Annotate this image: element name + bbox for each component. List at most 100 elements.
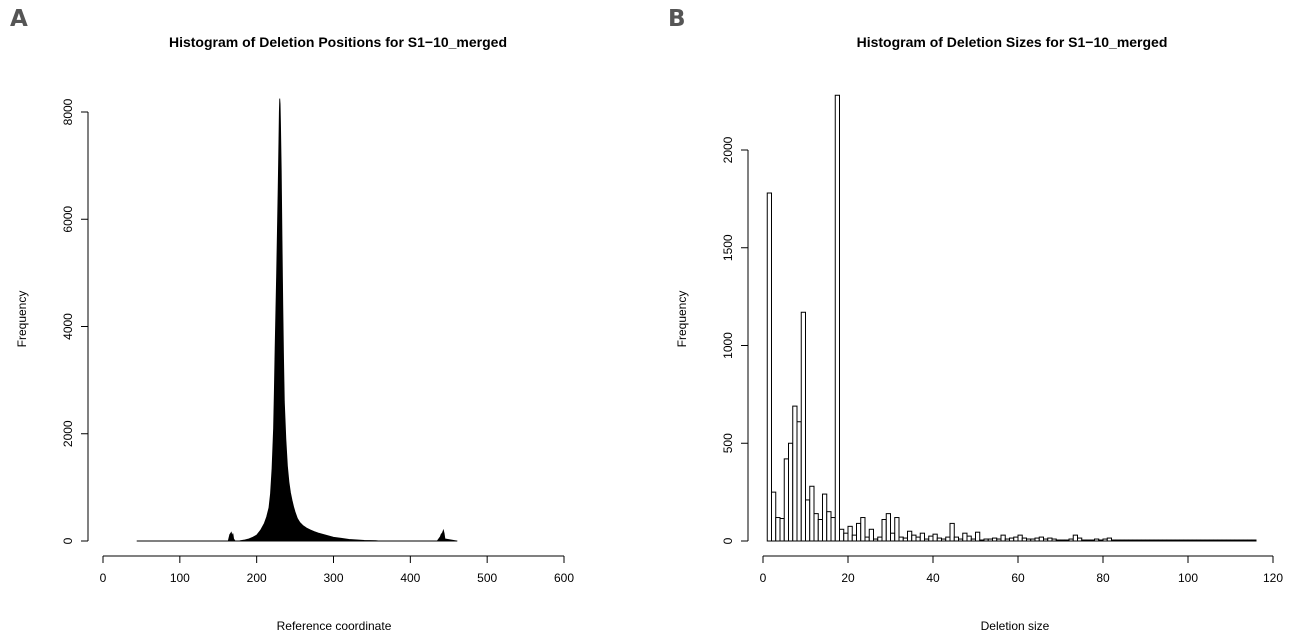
histogram-bar-b bbox=[1030, 538, 1036, 542]
histogram-bar-b bbox=[843, 532, 849, 542]
histogram-bar-b bbox=[864, 536, 870, 542]
y-tick-label-b: 500 bbox=[721, 433, 735, 453]
histogram-bar-b bbox=[1187, 539, 1193, 542]
histogram-bar-b bbox=[851, 534, 857, 542]
histogram-bar-b bbox=[830, 517, 836, 542]
chart-panel-b: Histogram of Deletion Sizes for S1−10_me… bbox=[675, 34, 1283, 633]
histogram-bar-b bbox=[919, 532, 925, 542]
histogram-bar-b bbox=[1115, 539, 1121, 542]
histogram-bar-b bbox=[1174, 539, 1180, 542]
histogram-bar-b bbox=[949, 522, 955, 542]
histogram-bar-b bbox=[945, 536, 951, 542]
histogram-bar-b bbox=[822, 493, 828, 542]
x-axis-label-a: Reference coordinate bbox=[277, 619, 392, 633]
histogram-bar-b bbox=[1119, 539, 1125, 542]
histogram-bar-b bbox=[1221, 539, 1227, 542]
histogram-bar-b bbox=[839, 528, 845, 542]
histogram-bar-b bbox=[890, 532, 896, 542]
histogram-bar-b bbox=[992, 537, 998, 542]
histogram-bars-b bbox=[766, 94, 1257, 542]
histogram-bar-b bbox=[962, 532, 968, 542]
chart-title-a: Histogram of Deletion Positions for S1−1… bbox=[169, 34, 507, 50]
x-tick-label-b: 60 bbox=[1011, 571, 1025, 585]
histogram-bar-b bbox=[873, 538, 879, 542]
histogram-bar-b bbox=[1004, 538, 1010, 542]
y-tick-label-b: 1000 bbox=[721, 332, 735, 359]
histogram-bar-b bbox=[1191, 539, 1197, 542]
x-tick-label-a: 200 bbox=[247, 571, 267, 585]
histogram-bar-b bbox=[936, 537, 942, 542]
histogram-bar-b bbox=[979, 539, 985, 542]
chart-title-b: Histogram of Deletion Sizes for S1−10_me… bbox=[857, 34, 1168, 50]
histogram-bar-b bbox=[1009, 537, 1015, 542]
histogram-bar-b bbox=[1043, 538, 1049, 542]
chart-panel-a: Histogram of Deletion Positions for S1−1… bbox=[15, 34, 574, 633]
histogram-bar-b bbox=[1196, 539, 1202, 542]
histogram-bar-b bbox=[975, 531, 981, 542]
histogram-bar-b bbox=[834, 94, 840, 542]
histogram-bar-b bbox=[868, 528, 874, 542]
y-axis-label-a: Frequency bbox=[15, 291, 29, 348]
histogram-bar-b bbox=[1145, 539, 1151, 542]
histogram-bar-b bbox=[1089, 539, 1095, 542]
x-tick-label-a: 400 bbox=[400, 571, 420, 585]
histogram-bar-b bbox=[1238, 539, 1244, 542]
x-tick-label-a: 600 bbox=[554, 571, 574, 585]
histogram-bar-b bbox=[1225, 539, 1231, 542]
histogram-bar-b bbox=[805, 499, 811, 542]
x-tick-label-b: 80 bbox=[1096, 571, 1110, 585]
histogram-bar-b bbox=[1017, 534, 1023, 542]
x-tick-label-b: 100 bbox=[1178, 571, 1198, 585]
histogram-bar-b bbox=[775, 517, 781, 542]
y-tick-label-a: 6000 bbox=[61, 206, 75, 233]
histogram-bar-b bbox=[800, 311, 806, 542]
panel-label-a: A bbox=[10, 6, 28, 32]
histogram-bar-b bbox=[1136, 539, 1142, 542]
histogram-bar-b bbox=[1064, 539, 1070, 542]
histogram-bar-b bbox=[1068, 538, 1074, 542]
y-tick-label-b: 0 bbox=[721, 537, 735, 544]
histogram-bar-b bbox=[996, 538, 1002, 542]
histogram-bar-b bbox=[1157, 539, 1163, 542]
x-tick-label-a: 100 bbox=[170, 571, 190, 585]
histogram-bar-b bbox=[1132, 539, 1138, 542]
histogram-bar-b bbox=[885, 513, 891, 542]
histogram-bar-b bbox=[1251, 539, 1257, 542]
y-tick-label-a: 8000 bbox=[61, 98, 75, 125]
x-tick-label-b: 0 bbox=[760, 571, 767, 585]
histogram-bar-b bbox=[1021, 537, 1027, 542]
histogram-bar-b bbox=[970, 538, 976, 542]
histogram-bar-b bbox=[1094, 538, 1100, 542]
histogram-bar-b bbox=[1230, 539, 1236, 542]
histogram-bar-b bbox=[958, 538, 964, 542]
histogram-bar-b bbox=[1247, 539, 1253, 542]
histogram-bar-b bbox=[1026, 538, 1032, 542]
y-tick-label-b: 2000 bbox=[721, 136, 735, 163]
histogram-bar-b bbox=[924, 538, 930, 542]
histogram-bar-b bbox=[1183, 539, 1189, 542]
histogram-bar-b bbox=[1140, 539, 1146, 542]
histogram-bar-b bbox=[1072, 534, 1078, 542]
histogram-bar-b bbox=[813, 513, 819, 542]
x-tick-label-a: 500 bbox=[477, 571, 497, 585]
y-tick-label-b: 1500 bbox=[721, 234, 735, 261]
histogram-bar-b bbox=[902, 537, 908, 542]
histogram-area-a bbox=[136, 98, 458, 542]
histogram-bar-b bbox=[1170, 539, 1176, 542]
histogram-bar-b bbox=[771, 491, 777, 542]
histogram-bar-b bbox=[1200, 539, 1206, 542]
histogram-bar-b bbox=[766, 192, 772, 542]
histogram-bar-b bbox=[1128, 539, 1134, 542]
histogram-bar-b bbox=[894, 517, 900, 542]
histogram-bar-b bbox=[877, 536, 883, 542]
histogram-bar-b bbox=[1085, 539, 1091, 542]
histogram-bar-b bbox=[847, 525, 853, 542]
histogram-bar-b bbox=[953, 536, 959, 542]
histogram-bar-b bbox=[966, 535, 972, 542]
histogram-bar-b bbox=[796, 421, 802, 542]
histogram-bar-b bbox=[1013, 536, 1019, 542]
histogram-bar-b bbox=[907, 530, 913, 542]
histogram-bar-b bbox=[941, 538, 947, 542]
histogram-bar-b bbox=[898, 536, 904, 542]
